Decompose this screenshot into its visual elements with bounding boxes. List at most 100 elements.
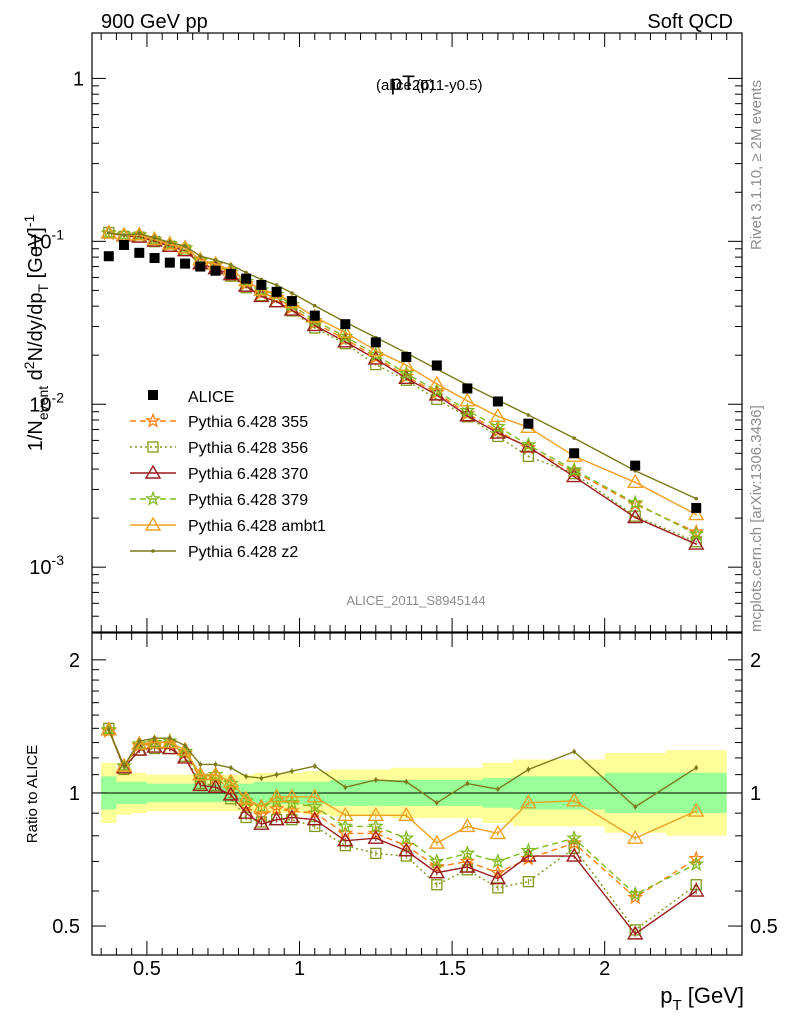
ratio-point xyxy=(489,870,507,885)
ratio-point xyxy=(198,762,203,767)
ratio-point xyxy=(465,781,470,786)
legend-item-3: Pythia 6.428 379 xyxy=(130,490,308,509)
data-point xyxy=(523,418,534,429)
ratio-point xyxy=(428,853,445,869)
plot-title-tag: (alice2011-y0.5) xyxy=(376,77,482,94)
legend-label: ALICE xyxy=(188,389,234,406)
data-series-alice xyxy=(103,239,702,513)
ratio-point xyxy=(207,766,224,781)
legend-marker xyxy=(145,412,161,428)
ratio-point xyxy=(428,864,446,879)
ratio-series-5 xyxy=(106,726,699,810)
ratio-point xyxy=(404,779,409,784)
ratio-point xyxy=(566,829,583,845)
main-plot-area xyxy=(100,224,705,550)
series-point xyxy=(398,365,415,381)
ratio-point xyxy=(489,864,506,880)
ratio-point xyxy=(694,765,699,770)
plot-title: pT xyxy=(390,72,415,95)
ratio-plot-area xyxy=(92,721,742,940)
x-tick-label: 1 xyxy=(294,958,305,980)
data-point xyxy=(492,396,503,407)
series-point xyxy=(520,436,537,452)
data-point xyxy=(630,460,641,471)
series-point xyxy=(244,270,248,275)
series-point xyxy=(520,439,537,455)
series-point xyxy=(122,233,126,237)
ratio-point xyxy=(168,736,172,740)
legend-marker xyxy=(147,441,159,453)
ratio-point xyxy=(337,818,354,834)
legend-item-5: Pythia 6.428 z2 xyxy=(130,544,298,561)
data-point xyxy=(256,279,267,290)
ratio-point xyxy=(428,834,446,849)
ratio-point xyxy=(306,804,323,820)
ratio-point xyxy=(398,829,415,845)
ratio-point xyxy=(496,787,500,791)
data-point xyxy=(691,502,702,513)
ratio-point xyxy=(459,858,476,873)
series-point xyxy=(312,303,317,308)
legend-label: Pythia 6.428 379 xyxy=(188,492,308,509)
data-point xyxy=(370,337,381,348)
series-point xyxy=(627,494,644,510)
ratio-point xyxy=(343,785,348,790)
series-point xyxy=(106,231,111,235)
ratio-point xyxy=(222,786,240,801)
series-point xyxy=(168,240,172,245)
series-point xyxy=(152,236,157,240)
ratio-point xyxy=(435,800,439,805)
ratio-point xyxy=(367,818,384,834)
y-tick-label: 10-2 xyxy=(29,389,64,416)
series-line xyxy=(108,232,697,535)
ratio-point xyxy=(633,805,637,809)
series-point xyxy=(526,413,531,417)
data-point xyxy=(180,258,191,269)
plot-title-particle: (p̅) xyxy=(416,77,434,94)
series-point xyxy=(100,224,118,239)
ratio-series-line xyxy=(108,729,697,935)
ratio-point xyxy=(520,794,537,809)
ratio-point xyxy=(192,777,209,792)
ratio-point xyxy=(626,925,644,940)
data-point xyxy=(431,360,442,371)
ratio-series-line xyxy=(108,729,697,844)
ratio-point xyxy=(337,832,354,847)
ratio-point xyxy=(244,774,248,779)
ratio-tick-label-left: 1 xyxy=(69,783,80,805)
data-point xyxy=(164,257,175,268)
legend-label: Pythia 6.428 355 xyxy=(188,414,308,431)
ratio-point xyxy=(146,734,163,749)
x-tick-label: 0.5 xyxy=(133,958,161,980)
ratio-point xyxy=(192,766,209,781)
ratio-point xyxy=(161,734,179,749)
ratio-point xyxy=(459,845,476,861)
series-point xyxy=(459,392,476,407)
ratio-point xyxy=(522,876,535,888)
series-point xyxy=(337,324,354,339)
data-point xyxy=(569,448,580,459)
y-axis-label: 1/Nevent d2N/dy/dpT [GeV]-1 xyxy=(21,215,51,452)
data-point xyxy=(195,261,206,272)
data-point xyxy=(401,351,412,362)
ratio-point xyxy=(229,765,233,770)
main-plot-frame xyxy=(91,32,743,633)
ratio-tick-label-right: 2 xyxy=(750,650,761,672)
legend-item-0: Pythia 6.428 355 xyxy=(130,412,308,431)
ratio-point xyxy=(115,757,133,772)
series-point xyxy=(229,262,233,267)
ratio-point xyxy=(337,806,354,822)
ratio-point xyxy=(688,855,705,871)
series-line xyxy=(108,232,697,500)
series-point xyxy=(626,509,644,524)
ratio-point xyxy=(520,842,537,858)
ratio-point xyxy=(137,739,142,743)
x-tick-label: 1.5 xyxy=(438,958,466,980)
ratio-point xyxy=(122,764,126,768)
ratio-point xyxy=(253,815,270,830)
ratio-point xyxy=(489,853,506,869)
ratio-point xyxy=(370,847,382,860)
series-point xyxy=(100,224,117,240)
ratio-series-line xyxy=(108,729,697,808)
